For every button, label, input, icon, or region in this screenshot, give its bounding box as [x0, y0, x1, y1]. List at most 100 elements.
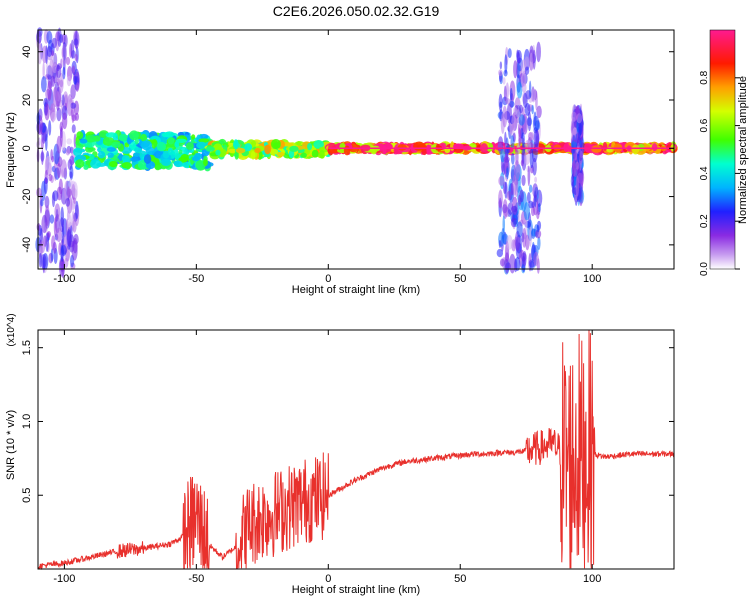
heatmap-cell — [307, 143, 313, 151]
heatmap-cell — [107, 152, 114, 159]
heatmap-cell — [276, 151, 285, 157]
heatmap-cell — [54, 203, 61, 221]
heatmap-cell — [47, 80, 52, 101]
heatmap-cell — [529, 132, 535, 141]
heatmap-cell — [522, 227, 527, 248]
heatmap-cell — [506, 167, 509, 180]
heatmap-cell — [538, 202, 541, 213]
heatmap-cell — [44, 195, 50, 209]
heatmap-cell — [191, 134, 196, 140]
heatmap-cell — [121, 155, 130, 162]
heatmap-cell — [46, 230, 52, 238]
heatmap-cell — [61, 258, 65, 279]
colorbar-tick-label: 0.6 — [699, 118, 710, 132]
heatmap-cell — [66, 186, 71, 199]
heatmap-cell — [40, 199, 44, 207]
heatmap-cell — [106, 147, 117, 152]
heatmap-cell — [572, 160, 577, 177]
colorbar-ticks: 0.0 0.2 0.4 0.6 0.8 — [699, 70, 740, 276]
heatmap-cell — [530, 88, 537, 103]
heatmap-cell — [50, 111, 57, 122]
heatmap-cell — [532, 183, 539, 198]
heatmap-cell — [141, 140, 153, 151]
snr-y-ticks: 0.5 1.0 1.5 — [21, 340, 674, 503]
heatmap-cell — [51, 155, 55, 163]
y-tick-label: 0.5 — [21, 488, 33, 503]
heatmap-cell — [526, 192, 531, 204]
heatmap-cell — [602, 141, 608, 152]
heatmap-cell — [154, 164, 161, 171]
heatmap-cell — [203, 158, 208, 167]
figure-title: C2E6.2026.050.02.32.G19 — [273, 3, 440, 19]
heatmap-cell — [506, 190, 512, 201]
heatmap-cell — [41, 149, 44, 166]
heatmap-cell — [56, 107, 62, 122]
heatmap-cell — [51, 37, 58, 49]
heatmap-cell — [65, 197, 71, 207]
heatmap-cell — [72, 219, 77, 233]
spectrogram-y-ticks: -40 -20 0 20 40 — [21, 46, 674, 253]
heatmap-cell — [45, 45, 48, 65]
heatmap-cell — [528, 184, 533, 193]
heatmap-cell — [516, 49, 522, 64]
heatmap-cell — [522, 92, 528, 109]
y-tick-label: 1.0 — [21, 414, 33, 429]
heatmap-cell — [527, 165, 531, 187]
heatmap-cell — [73, 71, 76, 82]
heatmap-cell — [524, 139, 532, 153]
colorbar-label: Normalized spectral amplitude — [737, 76, 749, 224]
heatmap-cell — [426, 144, 431, 155]
x-tick-label: 0 — [325, 273, 331, 285]
heatmap-cell — [48, 120, 52, 136]
heatmap-cell — [571, 111, 577, 122]
x-tick-label: -100 — [53, 273, 75, 285]
heatmap-cell — [161, 132, 171, 138]
heatmap-cell — [61, 225, 65, 246]
snr-y-label: SNR (10 * v/v) — [5, 410, 17, 480]
heatmap-cell — [62, 112, 68, 130]
heatmap-cell — [118, 133, 129, 142]
heatmap-cell — [97, 150, 106, 159]
heatmap-cell — [536, 105, 542, 119]
heatmap-cell — [575, 175, 580, 197]
heatmap-cell — [161, 158, 172, 166]
heatmap-cell — [49, 214, 55, 224]
heatmap-cell — [66, 138, 73, 145]
heatmap-cell — [75, 200, 79, 220]
heatmap-cell — [300, 152, 307, 158]
heatmap-cell — [41, 214, 48, 234]
heatmap-cell — [523, 202, 530, 221]
heatmap-cell — [536, 41, 541, 63]
heatmap-cell — [509, 253, 516, 274]
x-tick-label: -50 — [188, 273, 204, 285]
heatmap-cell — [75, 82, 80, 91]
heatmap-cell — [499, 61, 503, 70]
heatmap-cell — [507, 48, 512, 59]
heatmap-cell — [516, 81, 523, 99]
heatmap-cell — [498, 239, 502, 249]
heatmap-cell — [289, 145, 299, 152]
heatmap-cell — [60, 159, 67, 178]
heatmap-cell — [191, 156, 200, 162]
colorbar-tick-label: 0.2 — [699, 214, 710, 228]
heatmap-cell — [62, 66, 66, 80]
heatmap-cell — [67, 101, 72, 111]
heatmap-cell — [382, 145, 387, 155]
heatmap-cell — [56, 78, 60, 87]
heatmap-feature-2 — [204, 138, 333, 160]
heatmap-cell — [507, 202, 514, 215]
spectrogram-panel: -100 -50 0 50 100 -40 -20 0 20 40 Height of stra… — [5, 27, 678, 296]
heatmap-cell — [55, 227, 62, 243]
heatmap-cell — [227, 148, 237, 153]
heatmap-cell — [503, 156, 510, 163]
heatmap-cell — [143, 154, 152, 164]
heatmap-cell — [531, 104, 534, 115]
heatmap-cell — [61, 33, 66, 45]
y-tick-label: 20 — [21, 94, 33, 106]
heatmap-cell — [60, 58, 63, 69]
heatmap-cell — [270, 138, 281, 149]
heatmap-cell — [125, 162, 131, 170]
heatmap-cell — [71, 124, 76, 134]
heatmap-cell — [513, 60, 518, 79]
